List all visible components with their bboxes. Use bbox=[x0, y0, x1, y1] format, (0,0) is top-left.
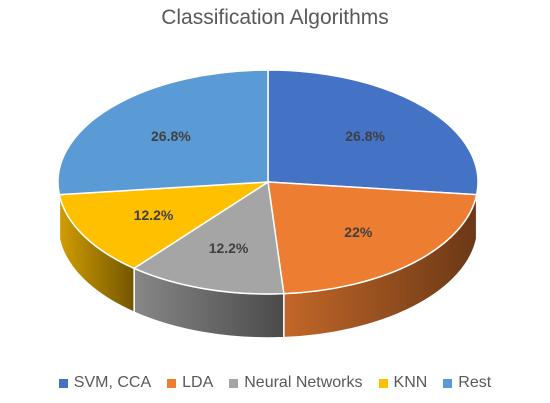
data-label-lda: 22% bbox=[344, 224, 373, 240]
legend-label: KNN bbox=[393, 374, 428, 391]
pie-tops bbox=[57, 69, 479, 295]
chart-title: Classification Algorithms bbox=[161, 6, 389, 29]
legend-swatch bbox=[167, 378, 177, 388]
data-label-svm-cca: 26.8% bbox=[345, 128, 385, 144]
legend: SVM, CCA LDA Neural Networks KNN Rest bbox=[0, 374, 550, 392]
pie-labels: 26.8% 22% 12.2% 12.2% 26.8% bbox=[134, 128, 386, 256]
legend-item-neural-networks: Neural Networks bbox=[229, 374, 363, 392]
legend-item-knn: KNN bbox=[378, 374, 428, 392]
legend-swatch bbox=[378, 378, 388, 388]
data-label-knn: 12.2% bbox=[134, 207, 174, 223]
pie-slice-neural-networks bbox=[132, 180, 285, 295]
pie-slice-knn bbox=[58, 181, 271, 270]
legend-swatch bbox=[58, 378, 68, 388]
data-label-rest: 26.8% bbox=[151, 128, 191, 144]
data-label-neural-networks: 12.2% bbox=[209, 240, 249, 256]
legend-swatch bbox=[443, 378, 453, 388]
legend-label: SVM, CCA bbox=[73, 374, 152, 391]
pie-slice-lda bbox=[267, 181, 478, 295]
legend-item-svm-cca: SVM, CCA bbox=[58, 374, 152, 392]
pie-slice-svm-cca bbox=[267, 69, 479, 196]
legend-label: LDA bbox=[182, 374, 214, 391]
legend-swatch bbox=[229, 378, 239, 388]
pie-sides bbox=[57, 181, 479, 339]
legend-item-rest: Rest bbox=[443, 374, 491, 392]
pie-slice-rest bbox=[57, 69, 269, 196]
legend-label: Neural Networks bbox=[244, 374, 363, 391]
legend-item-lda: LDA bbox=[167, 374, 213, 392]
legend-label: Rest bbox=[458, 374, 492, 391]
